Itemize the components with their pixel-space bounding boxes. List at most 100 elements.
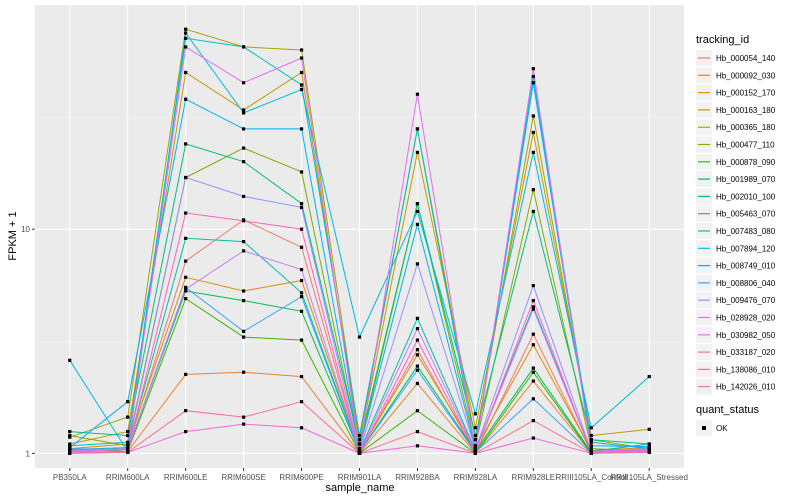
data-point — [415, 127, 420, 131]
data-point — [589, 446, 593, 451]
data-point — [531, 284, 535, 288]
data-point — [242, 289, 246, 293]
data-point — [647, 450, 651, 454]
legend-items: Hb_000054_140 Hb_000092_030 Hb_000152_170 H… — [696, 50, 776, 395]
data-point — [589, 449, 593, 453]
legend-label: Hb_009476_070 — [716, 296, 776, 305]
data-point — [126, 415, 130, 419]
data-point — [126, 433, 130, 438]
x-axis: PB350LA RRIM600LA RRIM600LE RRIM600SE RRIM60… — [53, 468, 688, 482]
data-point — [299, 291, 304, 295]
data-point — [357, 442, 362, 446]
data-point — [184, 236, 188, 240]
data-point — [242, 127, 246, 131]
data-point — [531, 379, 535, 383]
shape-legend-square-icon — [702, 426, 706, 430]
data-point — [531, 299, 535, 303]
data-point — [184, 211, 188, 215]
data-point — [531, 67, 535, 71]
legend: tracking_id Hb_000054_140Hb_000092_030Hb… — [696, 34, 776, 436]
data-point — [415, 364, 420, 368]
legend-label: Hb_142026_010 — [716, 383, 776, 392]
legend-label: Hb_002010_100 — [716, 192, 776, 201]
x-tick-label: RRIII105LA_Stressed — [611, 473, 688, 482]
data-point — [473, 433, 477, 438]
data-point — [68, 451, 72, 455]
data-point — [415, 262, 420, 266]
data-point — [473, 451, 477, 455]
data-point — [242, 45, 246, 49]
data-point — [531, 150, 535, 155]
y-tick-label: 10 — [21, 225, 30, 234]
data-point — [184, 275, 188, 279]
data-point — [299, 87, 304, 92]
data-point — [242, 335, 246, 339]
data-point — [589, 433, 593, 438]
x-axis-title: sample_name — [325, 482, 394, 494]
data-point — [184, 45, 188, 49]
data-point — [242, 249, 246, 253]
data-point — [184, 97, 188, 101]
y-tick-label: 1 — [26, 449, 31, 458]
data-point — [299, 278, 304, 283]
data-point — [647, 374, 651, 379]
data-point — [184, 31, 188, 35]
data-point — [415, 202, 420, 206]
data-point — [184, 36, 188, 40]
legend-label: Hb_007483_080 — [716, 227, 776, 236]
legend-label: Hb_028928_020 — [716, 314, 776, 323]
data-point — [647, 442, 651, 446]
data-point — [184, 287, 188, 291]
data-point — [68, 442, 72, 446]
data-point — [299, 338, 304, 342]
data-point — [184, 175, 188, 180]
legend-label: Hb_000054_140 — [716, 54, 776, 63]
data-point — [184, 297, 188, 301]
data-point — [184, 285, 188, 289]
data-point — [126, 446, 130, 451]
legend-label: Hb_007894_120 — [716, 244, 776, 253]
x-tick-label: RRIM600PE — [279, 473, 323, 482]
data-point — [299, 426, 304, 430]
data-point — [126, 429, 130, 434]
x-tick-label: RRIM928LA — [454, 473, 498, 482]
data-point — [531, 343, 535, 347]
data-point — [299, 70, 304, 75]
legend-label: Hb_008806_040 — [716, 279, 776, 288]
data-point — [531, 307, 535, 311]
data-point — [242, 111, 246, 115]
data-point — [531, 366, 535, 370]
data-point — [357, 335, 362, 339]
legend-label: Hb_033187_020 — [716, 348, 776, 357]
data-point — [531, 209, 535, 214]
x-tick-label: RRIM901LA — [338, 473, 382, 482]
data-point — [242, 240, 246, 244]
data-point — [242, 299, 246, 303]
legend-label: Hb_000092_030 — [716, 71, 776, 80]
legend-label: Hb_138086_010 — [716, 365, 776, 374]
data-point — [68, 433, 72, 438]
data-point — [647, 427, 651, 431]
data-point — [126, 450, 130, 454]
data-point — [126, 400, 130, 404]
data-point — [415, 429, 420, 434]
data-point — [68, 435, 72, 439]
data-point — [299, 309, 304, 313]
legend-label: Hb_008749_010 — [716, 262, 776, 271]
data-point — [531, 114, 535, 118]
data-point — [415, 316, 420, 320]
data-point — [242, 422, 246, 426]
data-point — [68, 444, 72, 448]
data-point — [647, 447, 651, 452]
legend-label: Hb_000163_180 — [716, 106, 776, 115]
data-point — [647, 445, 651, 449]
data-point — [184, 27, 188, 31]
x-tick-label: RRIM600LE — [164, 473, 208, 482]
data-point — [415, 409, 420, 413]
data-point — [531, 418, 535, 423]
data-point — [299, 202, 304, 206]
data-point — [531, 436, 535, 440]
data-point — [357, 451, 362, 455]
data-point — [473, 438, 477, 442]
data-point — [415, 353, 420, 357]
